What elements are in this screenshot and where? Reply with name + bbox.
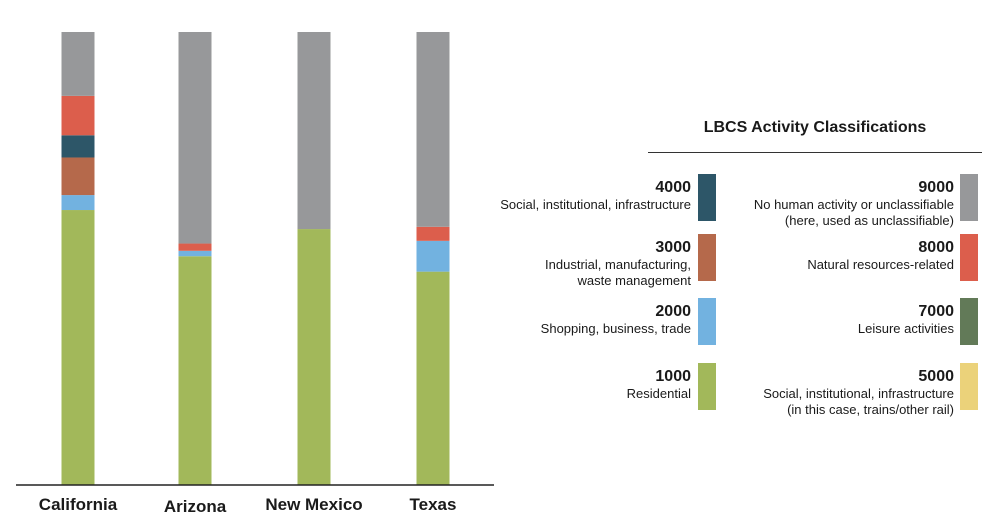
legend-swatch-5000 — [960, 363, 978, 410]
legend-description: No human activity or unclassifiable — [753, 197, 954, 212]
legend-code: 7000 — [918, 303, 954, 320]
legend-swatch-4000 — [698, 174, 716, 221]
bar-segment-arizona-2000 — [178, 250, 212, 257]
category-labels: California Arizona New Mexico Texas — [39, 495, 457, 516]
bar-segment-california-3000 — [61, 157, 95, 196]
legend-description: (here, used as unclassifiable) — [784, 213, 954, 228]
legend-entry-5000: 5000 Social, institutional, infrastructur… — [714, 367, 954, 418]
legend-description: Leisure activities — [857, 321, 954, 336]
legend-description: Social, institutional, infrastructure — [763, 386, 954, 401]
legend-swatch-3000 — [698, 234, 716, 281]
bars-group — [61, 32, 450, 486]
legend-entry-2000: 2000 Shopping, business, trade — [451, 302, 691, 337]
legend-entry-3000: 3000 Industrial, manufacturing, waste mana… — [451, 238, 691, 289]
legend-divider — [648, 152, 982, 153]
legend-code: 4000 — [655, 179, 691, 196]
legend-swatch-9000 — [960, 174, 978, 221]
bar-segment-new-mexico-9000 — [297, 32, 331, 230]
stacked-bar-chart: California Arizona New Mexico Texas — [16, 32, 494, 516]
legend-code: 5000 — [918, 368, 954, 385]
legend-description: Social, institutional, infrastructure — [500, 197, 691, 212]
legend-entry-7000: 7000 Leisure activities — [714, 302, 954, 337]
legend-description: Shopping, business, trade — [540, 321, 691, 336]
bar-segment-texas-1000 — [416, 271, 450, 485]
legend-swatch-8000 — [960, 234, 978, 281]
bar-segment-california-9000 — [61, 32, 95, 96]
legend-code: 2000 — [655, 303, 691, 320]
legend-code: 9000 — [918, 179, 954, 196]
legend-entry-9000: 9000 No human activity or unclassifiable(… — [714, 178, 954, 229]
legend-description: waste management — [577, 273, 691, 288]
legend-code: 3000 — [655, 239, 691, 256]
bar-segment-california-1000 — [61, 210, 95, 486]
legend-swatch-2000 — [698, 298, 716, 345]
legend-title: LBCS Activity Classifications — [703, 119, 927, 136]
bar-segment-texas-9000 — [416, 32, 450, 227]
category-label-texas: Texas — [410, 495, 457, 514]
legend-entry-1000: 1000 Residential — [451, 367, 691, 402]
bar-segment-arizona-8000 — [178, 243, 212, 251]
legend-code: 8000 — [918, 239, 954, 256]
category-label-new-mexico: New Mexico — [265, 495, 362, 514]
legend-description: Residential — [626, 386, 691, 401]
legend-swatch-7000 — [960, 298, 978, 345]
bar-segment-texas-2000 — [416, 240, 450, 272]
bar-segment-texas-8000 — [416, 226, 450, 241]
legend-entry-4000: 4000 Social, institutional, infrastructur… — [451, 178, 691, 213]
legend-code: 1000 — [655, 368, 691, 385]
legend-entry-8000: 8000 Natural resources-related — [714, 238, 954, 273]
bar-segment-arizona-9000 — [178, 32, 212, 244]
legend-description: (in this case, trains/other rail) — [787, 402, 954, 417]
bar-segment-california-8000 — [61, 95, 95, 136]
category-label-california: California — [39, 495, 118, 514]
bar-segment-california-2000 — [61, 195, 95, 211]
legend-swatch-1000 — [698, 363, 716, 410]
bar-segment-arizona-1000 — [178, 256, 212, 485]
legend-description: Industrial, manufacturing, — [545, 257, 691, 272]
category-label-arizona: Arizona — [164, 497, 227, 516]
bar-segment-new-mexico-1000 — [297, 229, 331, 485]
bar-segment-california-4000 — [61, 135, 95, 158]
legend-description: Natural resources-related — [807, 257, 954, 272]
